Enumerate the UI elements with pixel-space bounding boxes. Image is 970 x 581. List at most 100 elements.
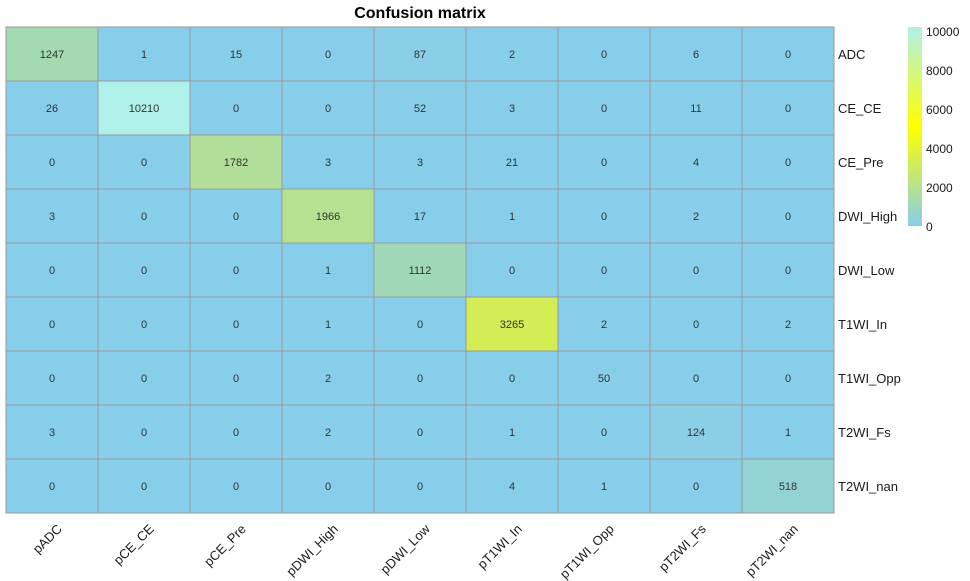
cell-value: 1 (509, 211, 515, 223)
heatmap-cell (5, 242, 99, 298)
cell-value: 0 (233, 373, 239, 385)
heatmap-cell (5, 296, 99, 352)
heatmap-cell (5, 80, 99, 136)
cell-value: 2 (785, 319, 791, 331)
cell-value: 1112 (409, 265, 432, 277)
cell-value: 0 (417, 373, 423, 385)
cell-value: 0 (49, 373, 55, 385)
cell-value: 0 (601, 265, 607, 277)
cell-value: 17 (414, 211, 426, 223)
heatmap-cell (373, 350, 467, 406)
cell-value: 0 (141, 373, 147, 385)
cell-value: 0 (49, 265, 55, 277)
heatmap-cell (741, 80, 835, 136)
heatmap-cell (97, 26, 191, 82)
heatmap-cell (741, 188, 835, 244)
cell-value: 1782 (224, 157, 248, 169)
row-label: T2WI_Fs (838, 425, 891, 440)
cell-value: 124 (687, 427, 705, 439)
cell-value: 0 (417, 319, 423, 331)
cell-value: 3 (417, 157, 423, 169)
cell-value: 0 (785, 103, 791, 115)
heatmap-cell (373, 80, 467, 136)
row-label: DWI_High (838, 209, 897, 224)
colorbar-tick-label: 4000 (926, 142, 953, 156)
cell-value: 0 (141, 157, 147, 169)
cell-value: 4 (693, 157, 699, 169)
colorbar-tick-label: 0 (926, 220, 933, 234)
colorbar-tick-label: 8000 (926, 64, 953, 78)
heatmap-cell (97, 134, 191, 190)
cell-value: 0 (141, 427, 147, 439)
heatmap-cell (373, 296, 467, 352)
cell-value: 0 (601, 211, 607, 223)
cell-value: 2 (325, 373, 331, 385)
cell-value: 0 (693, 265, 699, 277)
heatmap-cell (189, 458, 283, 514)
cell-value: 3 (49, 427, 55, 439)
row-label: T1WI_Opp (838, 371, 901, 386)
cell-value: 0 (785, 211, 791, 223)
heatmap-cell (741, 134, 835, 190)
column-label: pT1WI_Opp (557, 521, 617, 581)
heatmap-cell (465, 26, 559, 82)
heatmap-cell (5, 26, 99, 82)
heatmap-cell (741, 242, 835, 298)
cell-value: 0 (325, 481, 331, 493)
heatmap-cell (189, 26, 283, 82)
cell-value: 26 (46, 103, 58, 115)
column-label: pT2WI_nan (743, 521, 801, 579)
heatmap-cell (97, 350, 191, 406)
column-label: pCE_CE (111, 521, 158, 568)
cell-value: 0 (417, 481, 423, 493)
cell-value: 0 (141, 319, 147, 331)
row-label: CE_CE (838, 101, 882, 116)
heatmap-cell (189, 134, 283, 190)
row-label: DWI_Low (838, 263, 895, 278)
row-labels: ADC CE_CE CE_Pre DWI_High DWI_Low T1WI_In T1WI… (838, 47, 901, 494)
cell-value: 2 (693, 211, 699, 223)
cell-value: 0 (325, 49, 331, 61)
cell-value: 0 (785, 265, 791, 277)
heatmap-cell (741, 296, 835, 352)
cell-value: 0 (141, 211, 147, 223)
colorbar-gradient (908, 27, 922, 226)
row-label: CE_Pre (838, 155, 884, 170)
cell-value: 21 (506, 157, 518, 169)
heatmap-cell (189, 80, 283, 136)
heatmap-cell (557, 134, 651, 190)
cell-value: 1 (785, 427, 791, 439)
cell-value: 4 (509, 481, 515, 493)
cell-value: 0 (509, 373, 515, 385)
cell-value: 0 (601, 427, 607, 439)
cell-value: 0 (601, 49, 607, 61)
cell-value: 0 (233, 319, 239, 331)
heatmap-cell (189, 242, 283, 298)
cell-value: 1 (325, 319, 331, 331)
cell-value: 0 (785, 157, 791, 169)
cell-value: 0 (141, 265, 147, 277)
cell-value: 0 (417, 427, 423, 439)
cell-value: 0 (693, 319, 699, 331)
cell-value: 1 (325, 265, 331, 277)
cell-value: 3265 (500, 319, 524, 331)
column-label: pT2WI_Fs (656, 521, 709, 574)
heatmap-cell (741, 404, 835, 460)
heatmap-cell (649, 80, 743, 136)
cell-value: 0 (693, 481, 699, 493)
heatmap-cell (465, 242, 559, 298)
heatmap-cell (189, 404, 283, 460)
cell-value: 1 (509, 427, 515, 439)
cell-value: 3 (325, 157, 331, 169)
cell-value: 0 (509, 265, 515, 277)
heatmap-cell (557, 242, 651, 298)
heatmap-cell (5, 458, 99, 514)
heatmap-cell (557, 80, 651, 136)
column-label: pT1WI_In (474, 521, 524, 571)
heatmap-cell (557, 404, 651, 460)
cell-value: 0 (785, 373, 791, 385)
chart-title: Confusion matrix (354, 5, 486, 22)
heatmap-cell (557, 458, 651, 514)
cell-value: 3 (509, 103, 515, 115)
